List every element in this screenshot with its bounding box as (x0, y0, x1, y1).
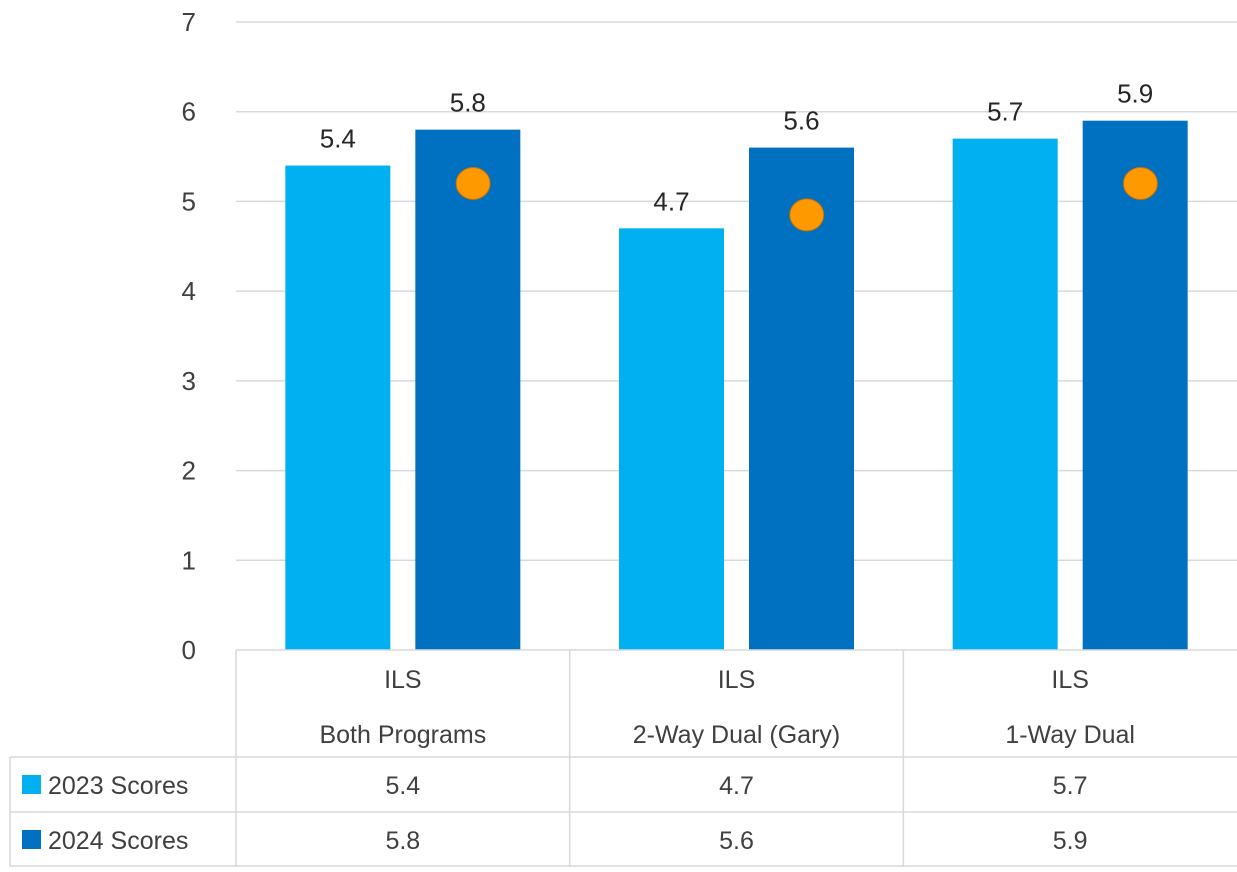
marker-point (789, 198, 825, 232)
y-tick-label: 4 (182, 276, 196, 306)
y-tick-label: 5 (182, 186, 196, 216)
legend-label: 2023 Scores (48, 772, 188, 800)
category-label-line2: 2-Way Dual (Gary) (633, 721, 840, 749)
data-label: 5.6 (783, 106, 819, 136)
y-tick-label: 3 (182, 366, 196, 396)
marker-point (1122, 166, 1158, 200)
table-value: 5.7 (1053, 772, 1088, 800)
bar (1082, 120, 1188, 650)
bar (285, 165, 391, 651)
category-label-line1: ILS (1051, 666, 1089, 694)
bars (285, 120, 1188, 651)
y-tick-label: 6 (182, 97, 196, 127)
table-value: 5.4 (385, 772, 420, 800)
gridlines (236, 21, 1237, 562)
y-tick-label: 0 (182, 635, 196, 665)
table-value: 4.7 (719, 772, 754, 800)
legend-label: 2024 Scores (48, 827, 188, 855)
data-labels: 5.4 5.8 4.7 5.6 5.7 5.9 (320, 79, 1153, 217)
data-label: 5.4 (320, 124, 356, 154)
category-label-line1: ILS (384, 666, 422, 694)
legend-swatch (22, 830, 41, 849)
category-label-line1: ILS (718, 666, 756, 694)
table-value: 5.6 (719, 827, 754, 855)
marker-points (455, 166, 1158, 232)
table-value: 5.9 (1053, 827, 1088, 855)
data-label: 4.7 (653, 186, 689, 216)
data-label: 5.8 (450, 88, 486, 118)
marker-point (455, 166, 491, 200)
y-tick-label: 7 (182, 7, 196, 37)
legend-swatch (22, 775, 41, 794)
category-label-line2: 1-Way Dual (1005, 721, 1135, 749)
data-label: 5.7 (987, 97, 1023, 127)
data-table: ILS Both Programs ILS 2-Way Dual (Gary) ILS 1… (9, 649, 1237, 867)
bar (749, 147, 854, 650)
bar (619, 228, 724, 651)
bar (415, 129, 521, 650)
bar (952, 138, 1058, 650)
data-label: 5.9 (1117, 79, 1153, 109)
y-tick-label: 2 (182, 456, 196, 486)
y-tick-label: 1 (182, 545, 196, 575)
table-value: 5.8 (385, 827, 420, 855)
y-axis-ticks: 0 1 2 3 4 5 6 7 (182, 7, 196, 665)
category-label-line2: Both Programs (319, 721, 486, 749)
